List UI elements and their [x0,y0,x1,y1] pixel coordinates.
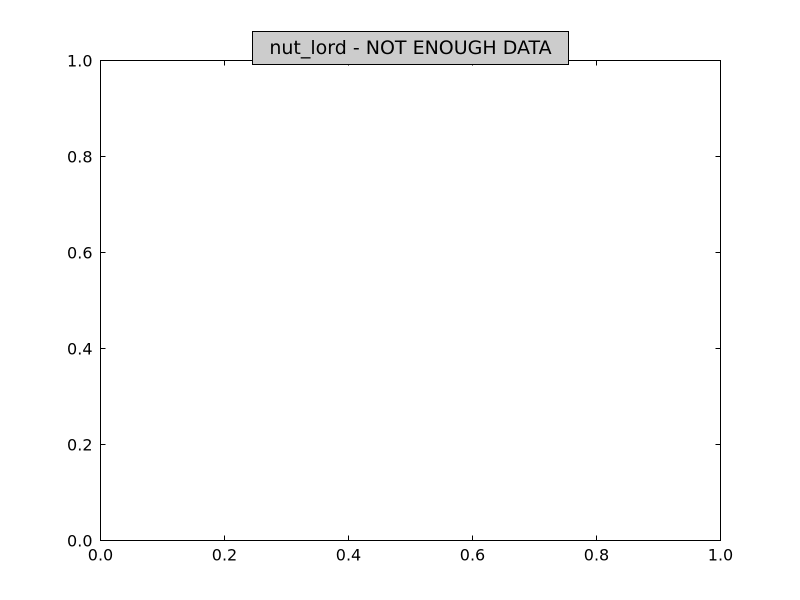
x-tick-label: 0.6 [460,546,485,565]
chart-title-group: nut_lord - NOT ENOUGH DATA [252,31,569,65]
y-tick-label: 1.0 [67,52,92,71]
x-tick-label: 0.0 [88,546,113,565]
y-tick-label: 0.6 [67,244,92,263]
x-axis-ticks: 0.0 0.2 0.4 0.6 0.8 1.0 [88,60,733,565]
y-tick-label: 0.2 [67,436,92,455]
y-axis-ticks: 0.0 0.2 0.4 0.6 0.8 1.0 [67,52,721,551]
x-tick-label: 0.8 [584,546,609,565]
y-tick-label: 0.4 [67,340,92,359]
x-tick-label: 0.2 [212,546,237,565]
y-tick-label: 0.0 [67,532,92,551]
chart-title: nut_lord - NOT ENOUGH DATA [269,37,551,59]
x-tick-label: 0.4 [336,546,361,565]
plot-frame [100,60,721,541]
chart-title-box [252,31,569,65]
y-tick-label: 0.8 [67,148,92,167]
x-tick-label: 1.0 [708,546,733,565]
